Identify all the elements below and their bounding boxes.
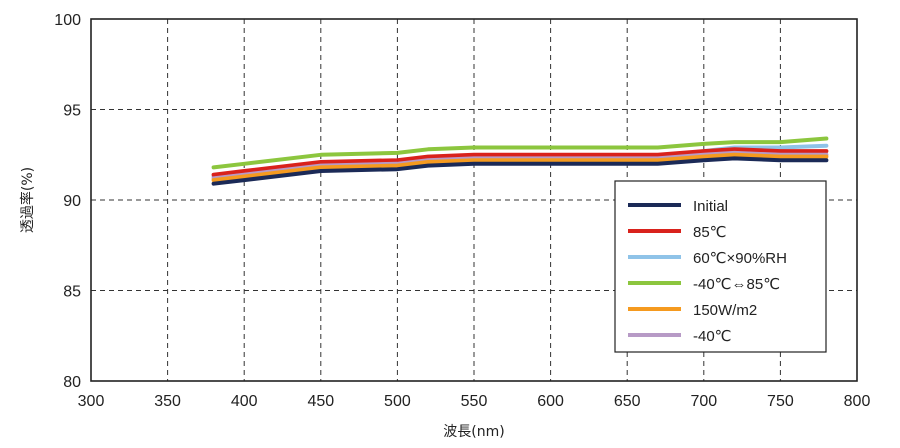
legend: Initial 85℃ 60℃×90%RH -40℃⇔85℃ 150W/m2 -40℃ [614,180,827,353]
y-tick-label: 90 [63,193,81,210]
legend-label: Initial [693,198,728,215]
legend-label: 150W/m2 [693,302,757,319]
x-tick-label: 400 [231,393,258,410]
y-axis-label: 透過率(%) [19,167,36,233]
series-line [211,136,829,170]
series-line [211,156,829,186]
x-tick-label: 600 [537,393,564,410]
series-lines [211,136,829,186]
x-tick-label: 550 [461,393,488,410]
plot-frame [90,18,858,382]
legend-label: -40℃ [693,328,732,345]
x-tick-label: 750 [767,393,794,410]
y-tick-label: 80 [63,374,81,391]
x-tick-label: 350 [154,393,181,410]
legend-label: -40℃⇔85℃ [693,276,780,293]
x-tick-label: 700 [690,393,717,410]
y-tick-labels: 80 85 90 95 100 [54,12,81,391]
x-tick-label: 450 [307,393,334,410]
y-tick-label: 95 [63,103,81,120]
legend-box [614,180,827,353]
x-tick-label: 650 [614,393,641,410]
y-tick-label: 100 [54,12,81,29]
x-axis-label: 波長(nm) [443,424,504,440]
x-tick-label: 800 [844,393,871,410]
y-tick-label: 85 [63,284,81,301]
legend-label: 60℃×90%RH [693,250,787,267]
series-line [211,152,829,183]
x-tick-label: 500 [384,393,411,410]
series-line [211,147,829,177]
legend-label: 85℃ [693,224,727,241]
x-tick-label: 300 [78,393,105,410]
x-tick-labels: 300 350 400 450 500 550 600 650 700 750 800 [78,393,871,410]
